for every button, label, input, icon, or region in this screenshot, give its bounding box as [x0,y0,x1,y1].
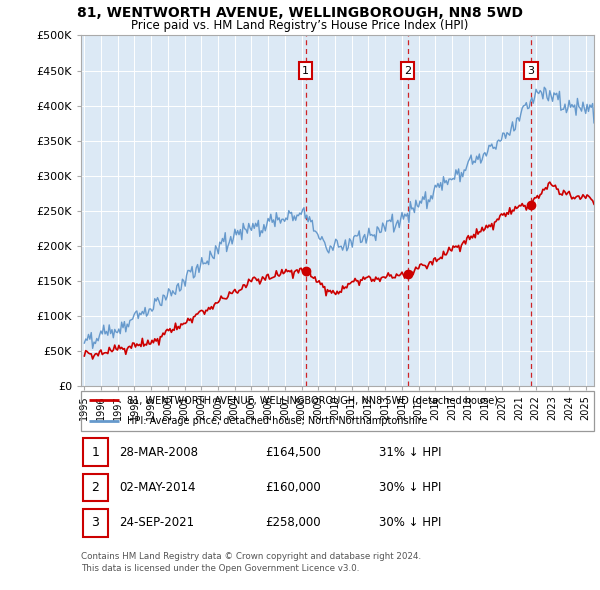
Text: Contains HM Land Registry data © Crown copyright and database right 2024.
This d: Contains HM Land Registry data © Crown c… [81,552,421,573]
Text: 02-MAY-2014: 02-MAY-2014 [119,481,196,494]
Text: 1: 1 [302,65,309,76]
Bar [83,438,107,466]
Text: 31% ↓ HPI: 31% ↓ HPI [379,445,441,458]
Text: HPI: Average price, detached house, North Northamptonshire: HPI: Average price, detached house, Nort… [127,416,428,426]
Text: 30% ↓ HPI: 30% ↓ HPI [379,481,441,494]
Text: 24-SEP-2021: 24-SEP-2021 [119,516,194,529]
Text: £160,000: £160,000 [266,481,322,494]
Text: 81, WENTWORTH AVENUE, WELLINGBOROUGH, NN8 5WD: 81, WENTWORTH AVENUE, WELLINGBOROUGH, NN… [77,6,523,20]
Text: 3: 3 [91,516,100,529]
Text: £258,000: £258,000 [266,516,322,529]
Text: 81, WENTWORTH AVENUE, WELLINGBOROUGH, NN8 5WD (detached house): 81, WENTWORTH AVENUE, WELLINGBOROUGH, NN… [127,395,498,405]
Text: Price paid vs. HM Land Registry’s House Price Index (HPI): Price paid vs. HM Land Registry’s House … [131,19,469,32]
Bar [83,474,107,502]
Text: 28-MAR-2008: 28-MAR-2008 [119,445,199,458]
Text: 30% ↓ HPI: 30% ↓ HPI [379,516,441,529]
Text: 3: 3 [527,65,535,76]
Text: 2: 2 [404,65,411,76]
Text: £164,500: £164,500 [266,445,322,458]
Text: 2: 2 [91,481,100,494]
Bar [83,509,107,537]
Text: 1: 1 [91,445,100,458]
